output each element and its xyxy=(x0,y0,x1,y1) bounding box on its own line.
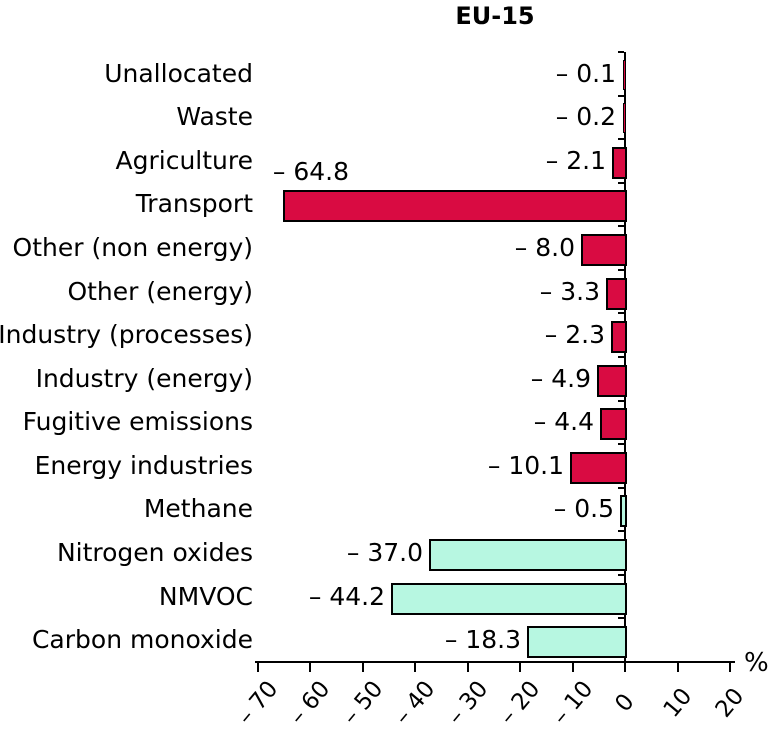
value-label: – 18.3 xyxy=(444,625,521,654)
y-axis-tick xyxy=(618,617,624,619)
category-label: Energy industries xyxy=(34,451,253,480)
x-axis-tick xyxy=(309,661,311,672)
bar xyxy=(600,408,627,440)
x-axis-tick-label: – 40 xyxy=(389,676,441,730)
value-label: – 3.3 xyxy=(539,277,600,306)
bar xyxy=(623,103,626,133)
x-axis-tick-label: 0 xyxy=(610,689,640,717)
value-label: – 4.9 xyxy=(530,364,591,393)
x-axis-tick xyxy=(572,661,574,672)
y-axis-tick xyxy=(618,443,624,445)
category-label: Transport xyxy=(135,189,253,218)
value-label: – 10.1 xyxy=(487,451,564,480)
x-axis-unit-label: % xyxy=(744,648,768,678)
x-axis-tick-label: – 30 xyxy=(442,676,494,730)
category-label: Methane xyxy=(143,494,253,523)
bar xyxy=(611,321,627,353)
y-axis-tick xyxy=(618,356,624,358)
x-axis-tick xyxy=(519,661,521,672)
category-label: Other (energy) xyxy=(67,277,253,306)
value-label: – 2.3 xyxy=(544,320,605,349)
category-label: NMVOC xyxy=(158,582,253,611)
x-axis-tick-label: – 70 xyxy=(232,676,284,730)
y-axis-tick xyxy=(618,138,624,140)
y-axis-tick xyxy=(618,661,624,663)
x-axis-tick-label: – 50 xyxy=(337,676,389,730)
y-axis-tick xyxy=(618,487,624,489)
x-axis-tick xyxy=(677,661,679,672)
y-axis-tick xyxy=(618,574,624,576)
bar xyxy=(620,495,627,527)
x-axis-tick xyxy=(362,661,364,672)
y-axis-tick xyxy=(618,95,624,97)
x-axis-tick-label: 10 xyxy=(658,683,698,723)
bar xyxy=(391,583,627,615)
y-axis-tick xyxy=(618,269,624,271)
x-axis-tick-label: – 10 xyxy=(547,676,599,730)
x-axis-tick xyxy=(467,661,469,672)
value-label: – 0.5 xyxy=(553,494,614,523)
category-label: Carbon monoxide xyxy=(31,625,253,654)
bar xyxy=(606,278,627,310)
y-axis-tick xyxy=(618,182,624,184)
bar xyxy=(612,147,627,179)
value-label: – 64.8 xyxy=(272,157,349,186)
x-axis-tick xyxy=(729,661,731,672)
x-axis-tick xyxy=(624,661,626,672)
x-axis-tick xyxy=(414,661,416,672)
y-axis-tick xyxy=(618,530,624,532)
value-label: – 2.1 xyxy=(545,146,606,175)
y-axis-tick xyxy=(618,51,624,53)
chart-title: EU-15 xyxy=(455,2,535,30)
value-label: – 8.0 xyxy=(514,233,575,262)
x-axis-tick xyxy=(257,661,259,672)
y-axis-tick xyxy=(618,400,624,402)
category-label: Other (non energy) xyxy=(12,233,253,262)
category-label: Unallocated xyxy=(104,59,253,88)
y-axis-tick xyxy=(618,312,624,314)
value-label: – 37.0 xyxy=(346,538,423,567)
value-label: – 4.4 xyxy=(533,407,594,436)
x-axis-tick-label: – 20 xyxy=(494,676,546,730)
y-axis-tick xyxy=(618,225,624,227)
bar xyxy=(570,452,627,484)
bar xyxy=(623,60,626,90)
category-label: Industry (energy) xyxy=(35,364,253,393)
bar xyxy=(429,539,627,571)
x-axis-tick-label: – 60 xyxy=(284,676,336,730)
bar xyxy=(527,626,627,658)
value-label: – 44.2 xyxy=(308,582,385,611)
category-label: Nitrogen oxides xyxy=(56,538,253,567)
bar xyxy=(283,190,627,222)
bar xyxy=(597,365,627,397)
bar xyxy=(581,234,627,266)
category-label: Industry (processes) xyxy=(0,320,253,349)
y-axis-line xyxy=(624,52,626,662)
x-axis-tick-label: 20 xyxy=(710,683,750,723)
category-label: Waste xyxy=(176,102,253,131)
category-label: Fugitive emissions xyxy=(22,407,253,436)
value-label: – 0.1 xyxy=(555,59,616,88)
value-label: – 0.2 xyxy=(555,102,616,131)
x-axis-line xyxy=(255,661,735,663)
category-label: Agriculture xyxy=(115,146,254,175)
